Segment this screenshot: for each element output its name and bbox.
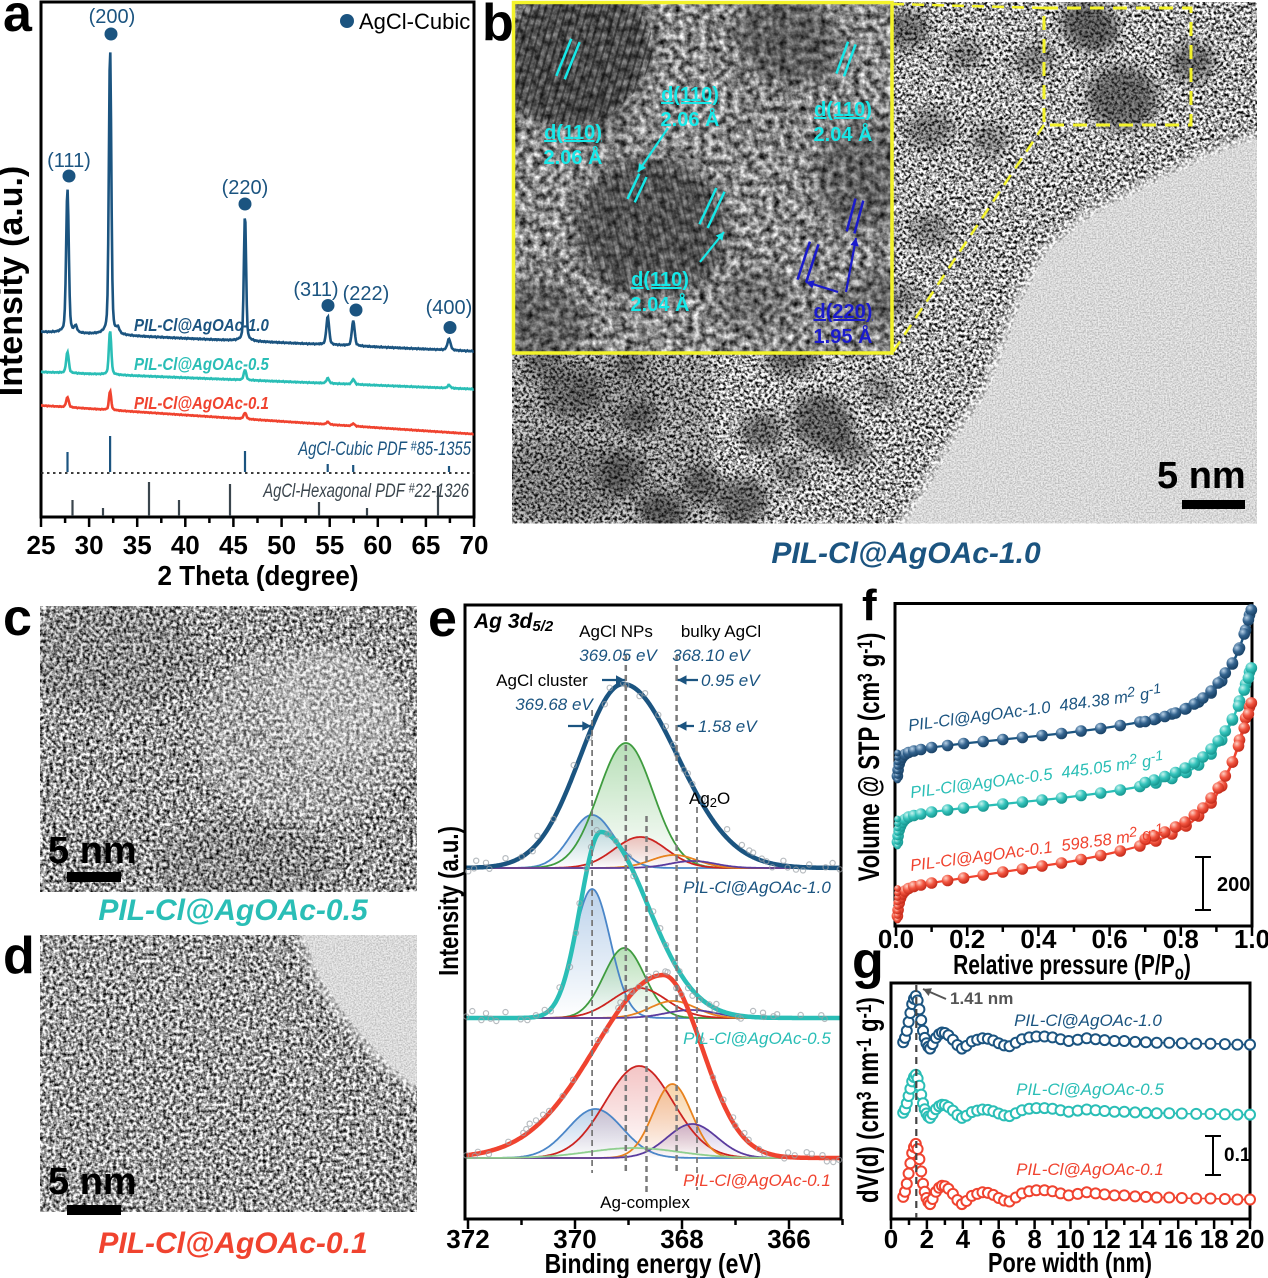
svg-text:d(220): d(220) [814,301,873,323]
svg-text:(400): (400) [426,297,473,319]
svg-text:PIL-Cl@AgOAc-0.5: PIL-Cl@AgOAc-0.5 [683,1029,831,1048]
svg-text:a: a [3,0,33,43]
svg-text:Volume @ STP (cm3 g-1): Volume @ STP (cm3 g-1) [852,633,886,882]
svg-text:40: 40 [171,530,200,560]
svg-text:AgCl-Cubic: AgCl-Cubic [359,9,470,34]
svg-text:e: e [428,590,457,648]
svg-text:AgCl NPs: AgCl NPs [579,622,653,641]
svg-text:(220): (220) [222,177,269,199]
svg-text:AgCl-Cubic PDF #85-1355: AgCl-Cubic PDF #85-1355 [297,438,471,459]
svg-text:d(110): d(110) [661,84,719,106]
svg-text:PIL-Cl@AgOAc-1.0: PIL-Cl@AgOAc-1.0 [1014,1011,1162,1030]
svg-text:PIL-Cl@AgOAc-1.0: PIL-Cl@AgOAc-1.0 [683,878,831,897]
svg-text:AgCl cluster: AgCl cluster [496,671,588,690]
svg-text:(222): (222) [343,283,390,305]
svg-text:65: 65 [411,530,440,560]
svg-text:2.06 Å: 2.06 Å [661,107,720,131]
svg-text:369.68 eV: 369.68 eV [515,695,594,714]
svg-text:PIL-Cl@AgOAc-0.1: PIL-Cl@AgOAc-0.1 [683,1171,831,1190]
svg-text:55: 55 [315,530,344,560]
svg-text:Ag2O: Ag2O [689,789,730,810]
svg-text:g: g [852,932,884,990]
svg-text:PIL-Cl@AgOAc-1.0: PIL-Cl@AgOAc-1.0 [134,315,270,336]
svg-text:60: 60 [363,530,392,560]
svg-text:25: 25 [27,530,56,560]
svg-text:1.58 eV: 1.58 eV [698,717,758,736]
svg-text:368.10 eV: 368.10 eV [672,646,751,665]
svg-text:4: 4 [956,1224,971,1254]
svg-text:bulky AgCl: bulky AgCl [681,622,761,641]
svg-text:PIL-Cl@AgOAc-1.0: PIL-Cl@AgOAc-1.0 [771,537,1041,570]
svg-text:200: 200 [1217,874,1250,896]
svg-text:2: 2 [920,1224,934,1254]
svg-text:2.06 Å: 2.06 Å [544,145,603,169]
svg-text:c: c [3,589,32,647]
svg-text:2.04 Å: 2.04 Å [814,122,873,146]
svg-text:PIL-Cl@AgOAc-0.5: PIL-Cl@AgOAc-0.5 [1016,1080,1164,1099]
svg-text:PIL-Cl@AgOAc-0.1: PIL-Cl@AgOAc-0.1 [98,1227,367,1260]
svg-text:35: 35 [123,530,152,560]
svg-text:d(110): d(110) [814,99,872,121]
svg-text:PIL-Cl@AgOAc-0.1: PIL-Cl@AgOAc-0.1 [134,393,269,414]
svg-text:369.05 eV: 369.05 eV [579,646,658,665]
svg-text:2 Theta (degree): 2 Theta (degree) [158,560,359,591]
svg-text:b: b [482,0,514,52]
svg-text:Ag-complex: Ag-complex [600,1193,690,1212]
svg-text:f: f [862,581,877,630]
svg-text:Intensity (a.u.): Intensity (a.u.) [434,826,465,976]
svg-text:30: 30 [75,530,104,560]
svg-text:d(110): d(110) [544,122,602,144]
svg-text:(200): (200) [89,6,136,28]
svg-text:0.95 eV: 0.95 eV [701,671,761,690]
svg-text:5 nm: 5 nm [48,830,137,872]
svg-text:Binding energy (eV): Binding energy (eV) [545,1249,762,1278]
svg-text:6: 6 [991,1224,1005,1254]
svg-text:PIL-Cl@AgOAc-0.5: PIL-Cl@AgOAc-0.5 [98,894,369,927]
svg-text:Intensity (a.u.): Intensity (a.u.) [0,166,30,396]
svg-text:8: 8 [1027,1224,1041,1254]
svg-text:(311): (311) [293,279,338,301]
svg-text:d: d [3,927,35,985]
svg-text:PIL-Cl@AgOAc-0.5: PIL-Cl@AgOAc-0.5 [134,354,270,375]
svg-text:d(110): d(110) [631,269,689,291]
svg-text:0.1: 0.1 [1224,1145,1251,1166]
svg-text:5 nm: 5 nm [48,1161,137,1203]
svg-text:45: 45 [219,530,248,560]
svg-text:Pore width (nm): Pore width (nm) [988,1247,1152,1278]
svg-text:0: 0 [884,1224,898,1254]
svg-text:PIL-Cl@AgOAc-0.1: PIL-Cl@AgOAc-0.1 [1016,1160,1164,1179]
svg-text:AgCl-Hexagonal PDF #22-1326: AgCl-Hexagonal PDF #22-1326 [262,480,469,501]
svg-text:70: 70 [460,530,489,560]
svg-text:2.04 Å: 2.04 Å [631,292,690,316]
svg-text:Relative pressure (P/Po): Relative pressure (P/Po) [953,950,1191,983]
svg-text:5 nm: 5 nm [1157,455,1246,497]
svg-text:50: 50 [267,530,296,560]
svg-text:1.95 Å: 1.95 Å [814,324,873,348]
svg-text:1.41 nm: 1.41 nm [950,989,1013,1008]
svg-text:(111): (111) [47,150,91,172]
